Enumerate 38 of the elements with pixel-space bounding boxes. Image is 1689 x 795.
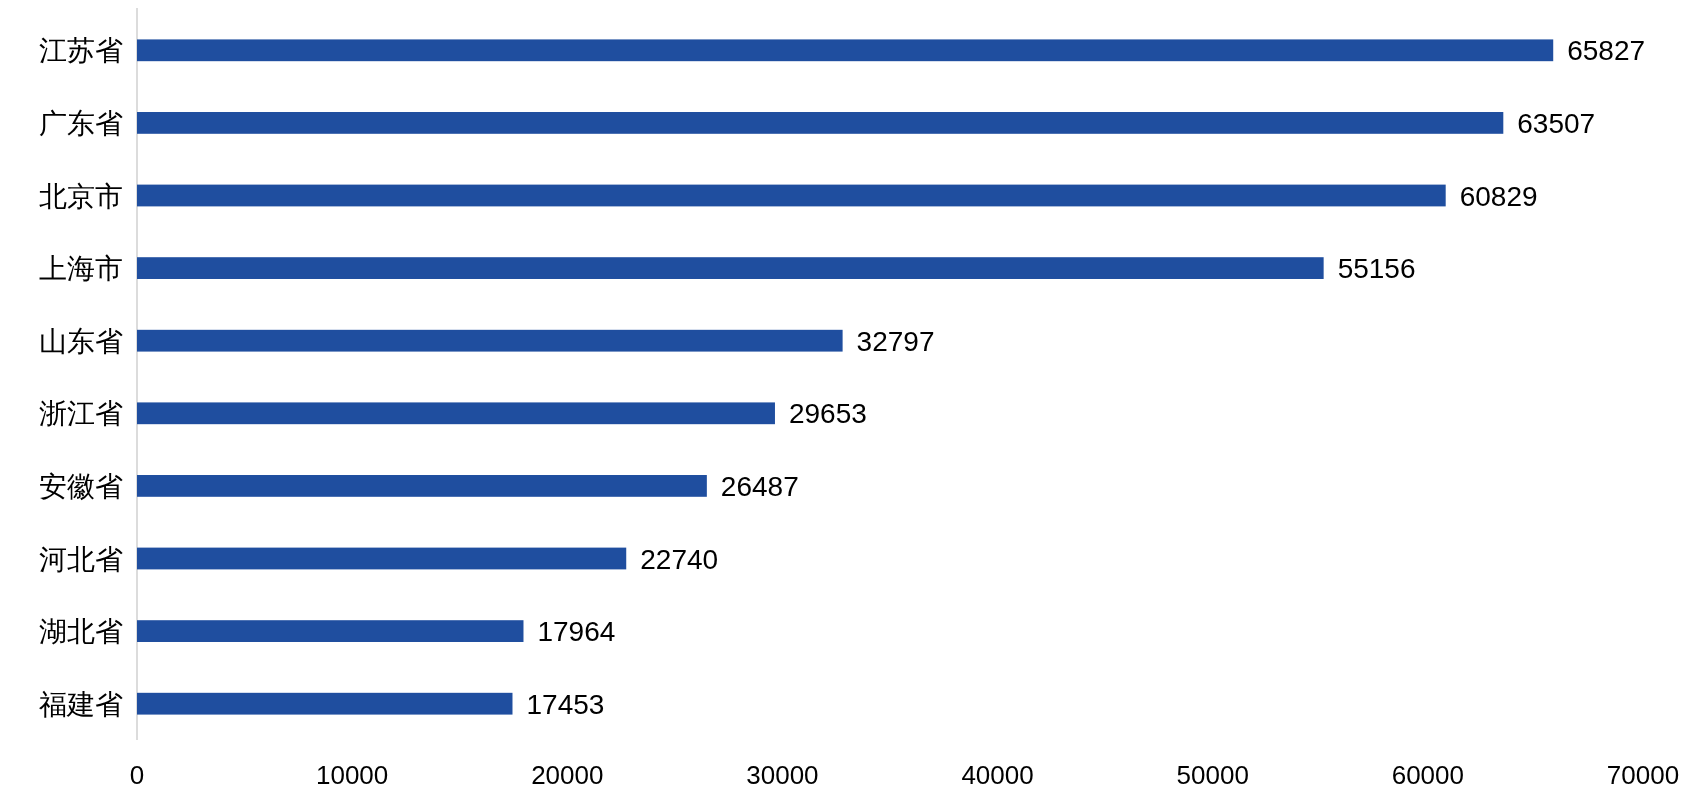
y-tick-label: 上海市 (39, 253, 123, 285)
x-tick-label: 20000 (531, 760, 604, 790)
data-label: 17964 (537, 616, 616, 648)
bar (137, 620, 524, 642)
bar (137, 184, 1446, 207)
data-label: 22740 (640, 543, 719, 575)
x-tick-label: 50000 (1176, 760, 1249, 790)
x-tick-label: 70000 (1606, 760, 1680, 790)
y-tick-label: 广东省 (39, 107, 123, 139)
bar (137, 39, 1554, 62)
data-label: 32797 (856, 325, 935, 357)
y-tick-label: 江苏省 (39, 35, 123, 67)
x-tick-label: 10000 (315, 760, 389, 790)
y-tick-label: 安徽省 (39, 470, 123, 502)
data-label: 65827 (1567, 35, 1646, 67)
y-tick-label: 福建省 (39, 688, 123, 720)
data-label: 55156 (1337, 253, 1416, 285)
y-tick-label: 山东省 (39, 325, 123, 357)
x-tick-label: 30000 (746, 760, 819, 790)
bar (137, 692, 513, 715)
data-label: 60829 (1459, 180, 1538, 212)
bar (137, 257, 1324, 279)
y-tick-label: 浙江省 (39, 398, 123, 430)
y-tick-label: 河北省 (39, 543, 123, 575)
x-tick-label: 40000 (961, 760, 1034, 790)
data-label: 17453 (526, 688, 605, 720)
y-tick-label: 北京市 (39, 180, 123, 212)
y-tick-label: 湖北省 (39, 616, 123, 648)
data-label: 29653 (788, 398, 867, 430)
bar (137, 547, 627, 570)
x-tick-label: 0 (129, 760, 145, 790)
x-tick-label: 60000 (1391, 760, 1465, 790)
data-label: 63507 (1517, 107, 1596, 139)
bar (137, 475, 707, 497)
bar (137, 112, 1504, 134)
bar (137, 329, 843, 352)
data-label: 26487 (720, 470, 799, 502)
bar (137, 402, 775, 425)
